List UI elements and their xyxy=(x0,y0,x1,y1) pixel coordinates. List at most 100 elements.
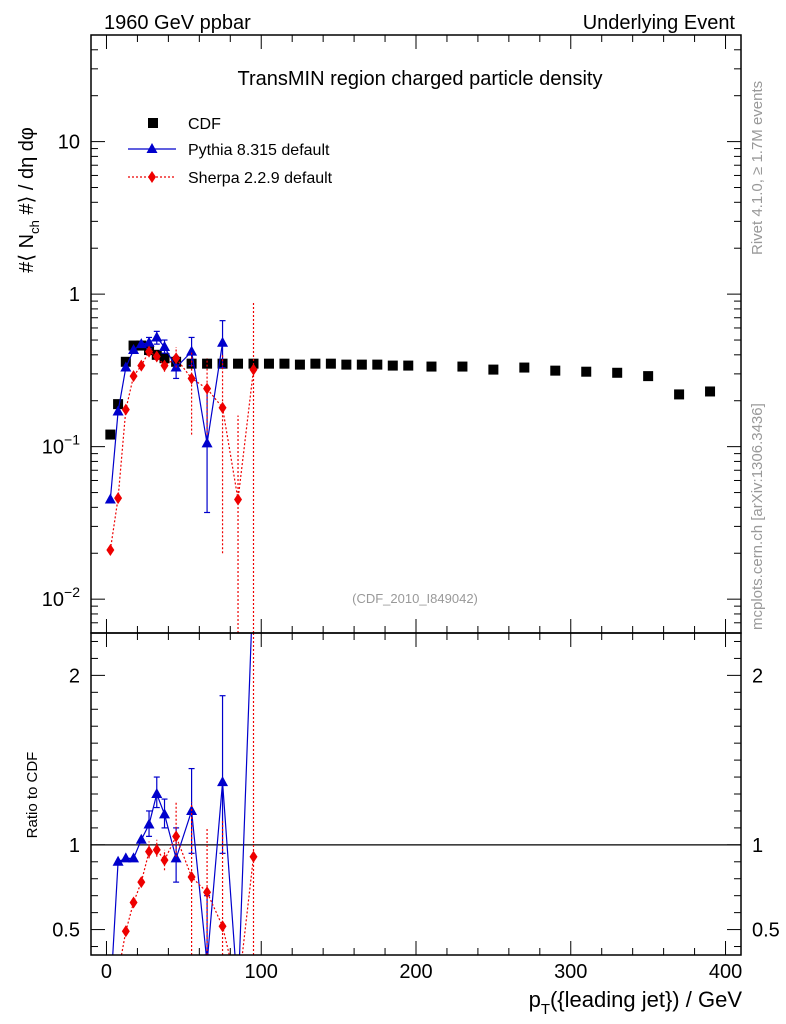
main-series-layer xyxy=(104,301,716,633)
main-y-tick-label: 10−1 xyxy=(42,432,80,459)
pythia-ratio-point xyxy=(170,852,182,863)
cdf-main-point xyxy=(612,367,623,378)
sherpa-main-point xyxy=(203,382,212,395)
legend-pythia-marker xyxy=(146,143,158,153)
main-title: TransMIN region charged particle density xyxy=(238,68,603,90)
cdf-main-point xyxy=(372,359,383,370)
cdf-main-point xyxy=(310,358,321,369)
cdf-main-point xyxy=(202,358,213,369)
sherpa-main-point xyxy=(137,359,146,372)
pythia-main-point xyxy=(159,341,171,352)
sherpa-main-point xyxy=(234,493,243,506)
cdf-main-point xyxy=(488,364,499,375)
cdf-main-point xyxy=(159,353,170,364)
cdf-main-point xyxy=(581,366,592,377)
sherpa-ratio-line xyxy=(120,834,255,955)
cdf-main-point xyxy=(356,359,367,370)
header-left: 1960 GeV ppbar xyxy=(104,12,251,34)
main-ylabel: #⟨ Nch #⟩ / dη dφ xyxy=(16,127,42,273)
pythia-ratio-point xyxy=(128,852,140,863)
pythia-main-point xyxy=(186,345,198,356)
main-y-tick-label: 10−2 xyxy=(42,584,80,611)
ratio-series-layer xyxy=(112,633,258,955)
ratio-y-tick-label: 0.5 xyxy=(52,920,80,942)
sherpa-ratio-point xyxy=(160,854,169,867)
sherpa-main-point xyxy=(160,359,169,372)
ratio-plot-frame xyxy=(90,632,742,956)
sherpa-ratio-point xyxy=(187,871,196,884)
pythia-ratio-point xyxy=(151,788,163,798)
sherpa-main-point xyxy=(106,544,115,557)
header-right: Underlying Event xyxy=(583,12,736,34)
legend-pythia-label: Pythia 8.315 default xyxy=(188,142,330,159)
cdf-main-point xyxy=(294,359,305,370)
cdf-main-point xyxy=(426,361,437,372)
sherpa-main-point xyxy=(249,363,258,376)
pythia-main-point xyxy=(104,493,116,504)
ratio-y-tick-label: 2 xyxy=(69,665,80,687)
legend-sherpa-label: Sherpa 2.2.9 default xyxy=(188,170,333,187)
cdf-main-point xyxy=(457,361,468,372)
pythia-main-point xyxy=(135,338,147,349)
sherpa-main-point xyxy=(145,345,154,358)
ratio-clipped-layer xyxy=(112,633,258,955)
ratio-y-tick-labels: 0.5 0.5 1 1 2 2 xyxy=(52,665,780,941)
sherpa-main-point xyxy=(121,403,130,416)
sherpa-main-point xyxy=(129,370,138,383)
sherpa-ratio-point xyxy=(121,925,130,938)
pythia-main-point xyxy=(120,361,132,372)
main-axis-ticks xyxy=(91,34,741,634)
sherpa-ratio-point xyxy=(137,876,146,889)
cdf-main-point xyxy=(263,358,274,369)
analysis-watermark: (CDF_2010_I849042) xyxy=(352,591,478,606)
sherpa-main-point xyxy=(152,350,161,363)
pythia-ratio-point xyxy=(135,833,147,844)
rivet-label: Rivet 4.1.0, ≥ 1.7M events xyxy=(749,81,766,255)
x-tick-label: 200 xyxy=(399,961,432,983)
sherpa-main-point xyxy=(172,352,181,365)
x-tick-labels: 0 100 200 300 400 xyxy=(101,961,742,983)
pythia-main-point xyxy=(128,344,140,355)
ratio-y-tick-label: 1 xyxy=(69,835,80,857)
x-tick-label: 0 xyxy=(101,961,112,983)
sherpa-ratio-point xyxy=(129,896,138,909)
main-y-tick-label: 1 xyxy=(69,284,80,306)
x-tick-label: 400 xyxy=(709,961,742,983)
cdf-main-point xyxy=(233,358,244,369)
pythia-main-point xyxy=(201,437,213,448)
x-tick-label: 300 xyxy=(554,961,587,983)
cdf-main-point xyxy=(105,429,116,440)
legend-sherpa-marker xyxy=(148,171,156,183)
cdf-main-point xyxy=(519,362,530,373)
sherpa-ratio-point xyxy=(152,843,161,856)
pythia-ratio-point xyxy=(120,852,132,863)
main-y-tick-labels: 10−2 10−1 1 10 xyxy=(42,132,80,612)
x-tick-label: 100 xyxy=(245,961,278,983)
sherpa-main-point xyxy=(114,492,123,505)
pythia-main-point xyxy=(217,336,229,347)
ratio-y-tick-label-right: 2 xyxy=(752,665,763,687)
ratio-axis-ticks xyxy=(91,633,741,955)
ratio-y-tick-label-right: 0.5 xyxy=(752,920,780,942)
cdf-main-point xyxy=(705,386,716,397)
sherpa-ratio-point xyxy=(218,920,227,933)
sherpa-ratio-point xyxy=(145,845,154,858)
pythia-ratio-point xyxy=(143,818,155,829)
cdf-main-point xyxy=(387,360,398,371)
pythia-main-point xyxy=(151,331,163,342)
pythia-ratio-point xyxy=(217,776,229,787)
mcplots-label: mcplots.cern.ch [arXiv:1306.3436] xyxy=(749,403,766,630)
sherpa-main-point xyxy=(218,401,227,414)
legend-cdf-label: CDF xyxy=(188,116,221,133)
pythia-ratio-point xyxy=(159,808,171,819)
sherpa-ratio-point xyxy=(249,850,258,863)
cdf-main-point xyxy=(674,389,685,400)
main-y-tick-label: 10 xyxy=(58,132,80,154)
legend-cdf-marker xyxy=(148,118,158,128)
ratio-ylabel: Ratio to CDF xyxy=(24,752,41,839)
cdf-main-point xyxy=(279,358,290,369)
pythia-main-point xyxy=(112,405,124,416)
sherpa-ratio-point xyxy=(203,886,212,899)
cdf-main-point xyxy=(403,360,414,371)
